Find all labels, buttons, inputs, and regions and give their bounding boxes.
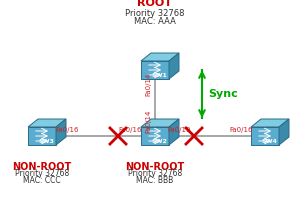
Text: MAC: AAA: MAC: AAA	[134, 17, 176, 26]
Polygon shape	[279, 119, 289, 145]
Text: NON-ROOT: NON-ROOT	[12, 162, 72, 172]
Polygon shape	[141, 119, 179, 127]
Text: Fa0/16: Fa0/16	[118, 127, 142, 133]
Text: Priority 32768: Priority 32768	[128, 169, 182, 178]
Text: Priority 32768: Priority 32768	[15, 169, 69, 178]
Text: Fa0/14: Fa0/14	[145, 110, 151, 133]
Text: Fa0/16: Fa0/16	[55, 127, 79, 133]
Text: SW1: SW1	[151, 73, 167, 78]
Text: SW4: SW4	[261, 139, 277, 144]
Text: MAC: BBB: MAC: BBB	[136, 176, 174, 185]
Polygon shape	[169, 119, 179, 145]
Text: MAC: CCC: MAC: CCC	[23, 176, 61, 185]
Text: Fa0/16: Fa0/16	[229, 127, 253, 133]
Text: NON-ROOT: NON-ROOT	[125, 162, 184, 172]
Text: SW2: SW2	[151, 139, 167, 144]
Text: Sync: Sync	[208, 89, 238, 99]
Polygon shape	[251, 127, 279, 145]
Polygon shape	[56, 119, 66, 145]
Text: Fa0/14: Fa0/14	[145, 73, 151, 96]
Polygon shape	[141, 53, 179, 61]
Polygon shape	[251, 119, 289, 127]
Text: ROOT: ROOT	[137, 0, 172, 8]
Text: Fa0/19: Fa0/19	[167, 127, 191, 133]
Polygon shape	[28, 127, 56, 145]
Polygon shape	[141, 127, 169, 145]
Polygon shape	[169, 53, 179, 79]
Text: Priority 32768: Priority 32768	[125, 9, 185, 18]
Text: SW3: SW3	[38, 139, 54, 144]
Polygon shape	[28, 119, 66, 127]
Polygon shape	[141, 61, 169, 79]
